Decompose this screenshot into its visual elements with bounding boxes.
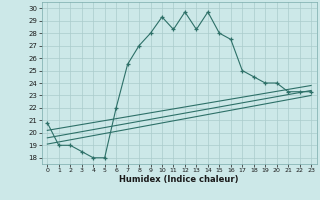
X-axis label: Humidex (Indice chaleur): Humidex (Indice chaleur) [119, 175, 239, 184]
